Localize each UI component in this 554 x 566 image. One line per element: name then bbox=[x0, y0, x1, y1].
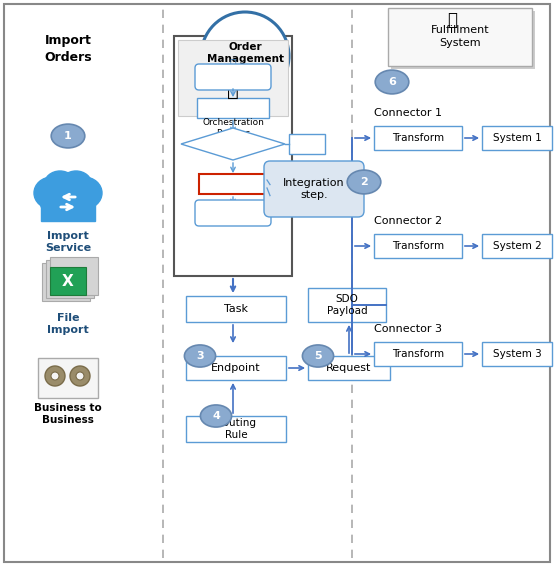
Ellipse shape bbox=[347, 170, 381, 194]
Bar bbox=[50, 257, 98, 295]
Circle shape bbox=[45, 366, 65, 386]
Text: Request: Request bbox=[326, 363, 372, 373]
FancyBboxPatch shape bbox=[195, 64, 271, 90]
FancyBboxPatch shape bbox=[195, 200, 271, 226]
Text: X: X bbox=[62, 273, 74, 289]
Text: SDO
Payload: SDO Payload bbox=[327, 294, 367, 316]
Bar bbox=[50, 267, 86, 295]
Text: Fulfillment
System: Fulfillment System bbox=[430, 25, 489, 48]
Text: Import
Orders: Import Orders bbox=[44, 34, 92, 64]
Text: Connector 2: Connector 2 bbox=[374, 216, 442, 226]
Bar bbox=[199, 174, 267, 194]
Bar bbox=[186, 356, 286, 380]
Text: Endpoint: Endpoint bbox=[211, 363, 261, 373]
Bar bbox=[482, 234, 552, 258]
Ellipse shape bbox=[66, 177, 102, 209]
Ellipse shape bbox=[60, 171, 92, 199]
Text: 2: 2 bbox=[360, 177, 368, 187]
Ellipse shape bbox=[302, 345, 334, 367]
Text: 🚛: 🚛 bbox=[447, 11, 457, 29]
Ellipse shape bbox=[184, 345, 216, 367]
Bar bbox=[178, 40, 288, 116]
Circle shape bbox=[51, 372, 59, 380]
Bar bbox=[41, 201, 95, 221]
FancyBboxPatch shape bbox=[264, 161, 364, 217]
Ellipse shape bbox=[51, 124, 85, 148]
Bar bbox=[388, 8, 532, 66]
Ellipse shape bbox=[34, 177, 70, 209]
Circle shape bbox=[70, 366, 90, 386]
Text: Transform: Transform bbox=[392, 349, 444, 359]
Text: 📋: 📋 bbox=[227, 80, 239, 100]
Text: 5: 5 bbox=[314, 351, 322, 361]
Text: File
Import: File Import bbox=[47, 313, 89, 335]
Text: Business to
Business: Business to Business bbox=[34, 403, 102, 424]
Text: Transform: Transform bbox=[392, 241, 444, 251]
Circle shape bbox=[201, 12, 289, 100]
Bar bbox=[42, 263, 90, 301]
Bar bbox=[391, 11, 535, 69]
Bar bbox=[289, 134, 325, 154]
Text: System 1: System 1 bbox=[493, 133, 541, 143]
Bar bbox=[482, 126, 552, 150]
Text: Integration
step.: Integration step. bbox=[283, 178, 345, 200]
Bar bbox=[38, 358, 98, 398]
Circle shape bbox=[76, 372, 84, 380]
Bar bbox=[174, 36, 292, 276]
Text: System 2: System 2 bbox=[493, 241, 541, 251]
Text: Connector 1: Connector 1 bbox=[374, 108, 442, 118]
Text: Import
Service: Import Service bbox=[45, 231, 91, 252]
Text: Task: Task bbox=[224, 304, 248, 314]
Bar bbox=[186, 296, 286, 322]
Bar bbox=[374, 234, 462, 258]
Ellipse shape bbox=[201, 405, 232, 427]
Bar bbox=[186, 416, 286, 442]
Text: 3: 3 bbox=[196, 351, 204, 361]
Ellipse shape bbox=[44, 171, 76, 199]
Ellipse shape bbox=[40, 181, 96, 221]
Bar bbox=[197, 98, 269, 118]
Text: 🏠: 🏠 bbox=[252, 63, 258, 73]
Text: 6: 6 bbox=[388, 77, 396, 87]
Text: 4: 4 bbox=[212, 411, 220, 421]
Ellipse shape bbox=[375, 70, 409, 94]
Bar bbox=[374, 126, 462, 150]
Bar bbox=[374, 342, 462, 366]
Polygon shape bbox=[181, 128, 285, 160]
Bar bbox=[46, 260, 94, 298]
Bar bbox=[308, 356, 390, 380]
Text: 1: 1 bbox=[64, 131, 72, 141]
Text: 🏭: 🏭 bbox=[230, 59, 237, 69]
Text: Routing
Rule: Routing Rule bbox=[216, 418, 256, 440]
Bar bbox=[482, 342, 552, 366]
Text: Connector 3: Connector 3 bbox=[374, 324, 442, 334]
Text: Orchestration
Process: Orchestration Process bbox=[202, 118, 264, 138]
Text: Order
Management: Order Management bbox=[207, 42, 284, 65]
Text: System 3: System 3 bbox=[493, 349, 541, 359]
Bar bbox=[308, 288, 386, 322]
Text: Transform: Transform bbox=[392, 133, 444, 143]
